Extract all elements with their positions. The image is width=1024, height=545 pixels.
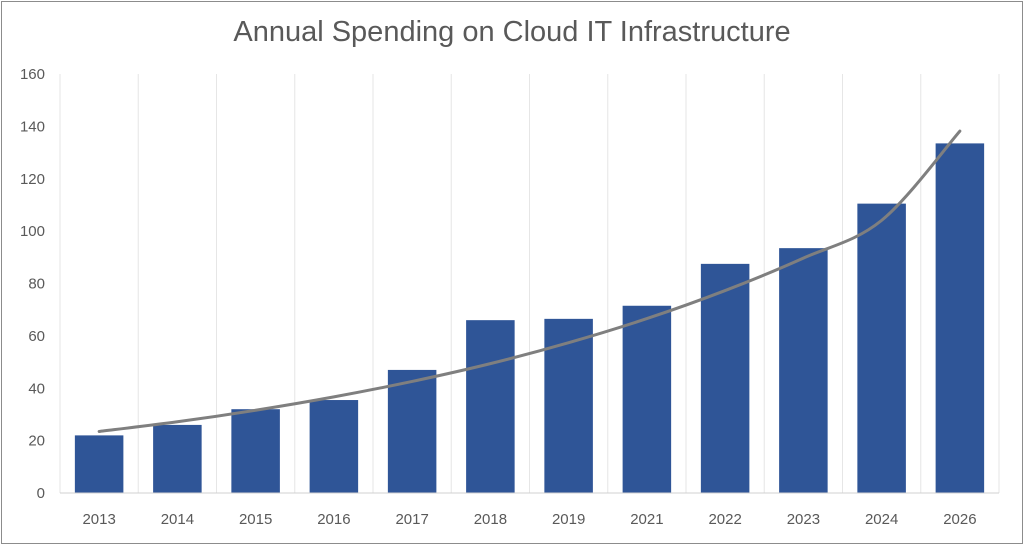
x-tick-label: 2026 <box>943 511 976 528</box>
y-tick-label: 100 <box>20 223 45 240</box>
y-tick-label: 0 <box>37 485 45 502</box>
chart-title: Annual Spending on Cloud IT Infrastructu… <box>233 16 791 48</box>
bar-2024 <box>857 203 906 494</box>
bar-2017 <box>387 369 437 493</box>
y-tick-label: 20 <box>28 433 45 450</box>
bar-2023 <box>779 248 828 493</box>
x-tick-label: 2022 <box>708 511 741 528</box>
y-tick-label: 140 <box>20 118 45 135</box>
bar-2021 <box>622 305 672 493</box>
trendline <box>97 129 962 433</box>
bar-2013 <box>74 435 124 493</box>
y-tick-label: 160 <box>20 66 45 83</box>
y-tick-label: 80 <box>28 276 45 293</box>
bar-2014 <box>153 424 202 493</box>
y-tick-label: 120 <box>20 171 45 188</box>
x-tick-label: 2021 <box>630 511 663 528</box>
bar-2016 <box>309 400 359 493</box>
bar-2015 <box>231 409 280 493</box>
x-tick-label: 2013 <box>82 511 115 528</box>
x-tick-label: 2015 <box>239 511 272 528</box>
x-tick-label: 2019 <box>552 511 585 528</box>
y-tick-label: 60 <box>28 328 45 345</box>
x-tick-label: 2024 <box>865 511 898 528</box>
x-tick-label: 2017 <box>395 511 428 528</box>
bar-2018 <box>466 320 515 493</box>
y-tick-label: 40 <box>28 380 45 397</box>
bar-2019 <box>544 318 593 493</box>
bar-2022 <box>700 263 750 493</box>
x-tick-label: 2016 <box>317 511 350 528</box>
bar-2026 <box>935 143 985 493</box>
x-tick-label: 2018 <box>474 511 507 528</box>
x-tick-label: 2023 <box>787 511 820 528</box>
x-tick-label: 2014 <box>161 511 194 528</box>
